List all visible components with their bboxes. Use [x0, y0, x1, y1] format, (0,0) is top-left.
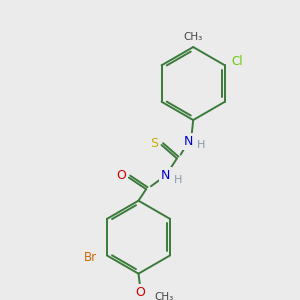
Text: Cl: Cl: [232, 55, 243, 68]
Text: S: S: [150, 136, 158, 150]
Text: H: H: [197, 140, 205, 150]
Text: N: N: [184, 135, 193, 148]
Text: Br: Br: [84, 251, 97, 264]
Text: O: O: [136, 286, 145, 299]
Text: CH₃: CH₃: [155, 292, 174, 300]
Text: O: O: [116, 169, 126, 182]
Text: H: H: [174, 175, 182, 184]
Text: N: N: [161, 169, 170, 182]
Text: CH₃: CH₃: [184, 32, 203, 42]
